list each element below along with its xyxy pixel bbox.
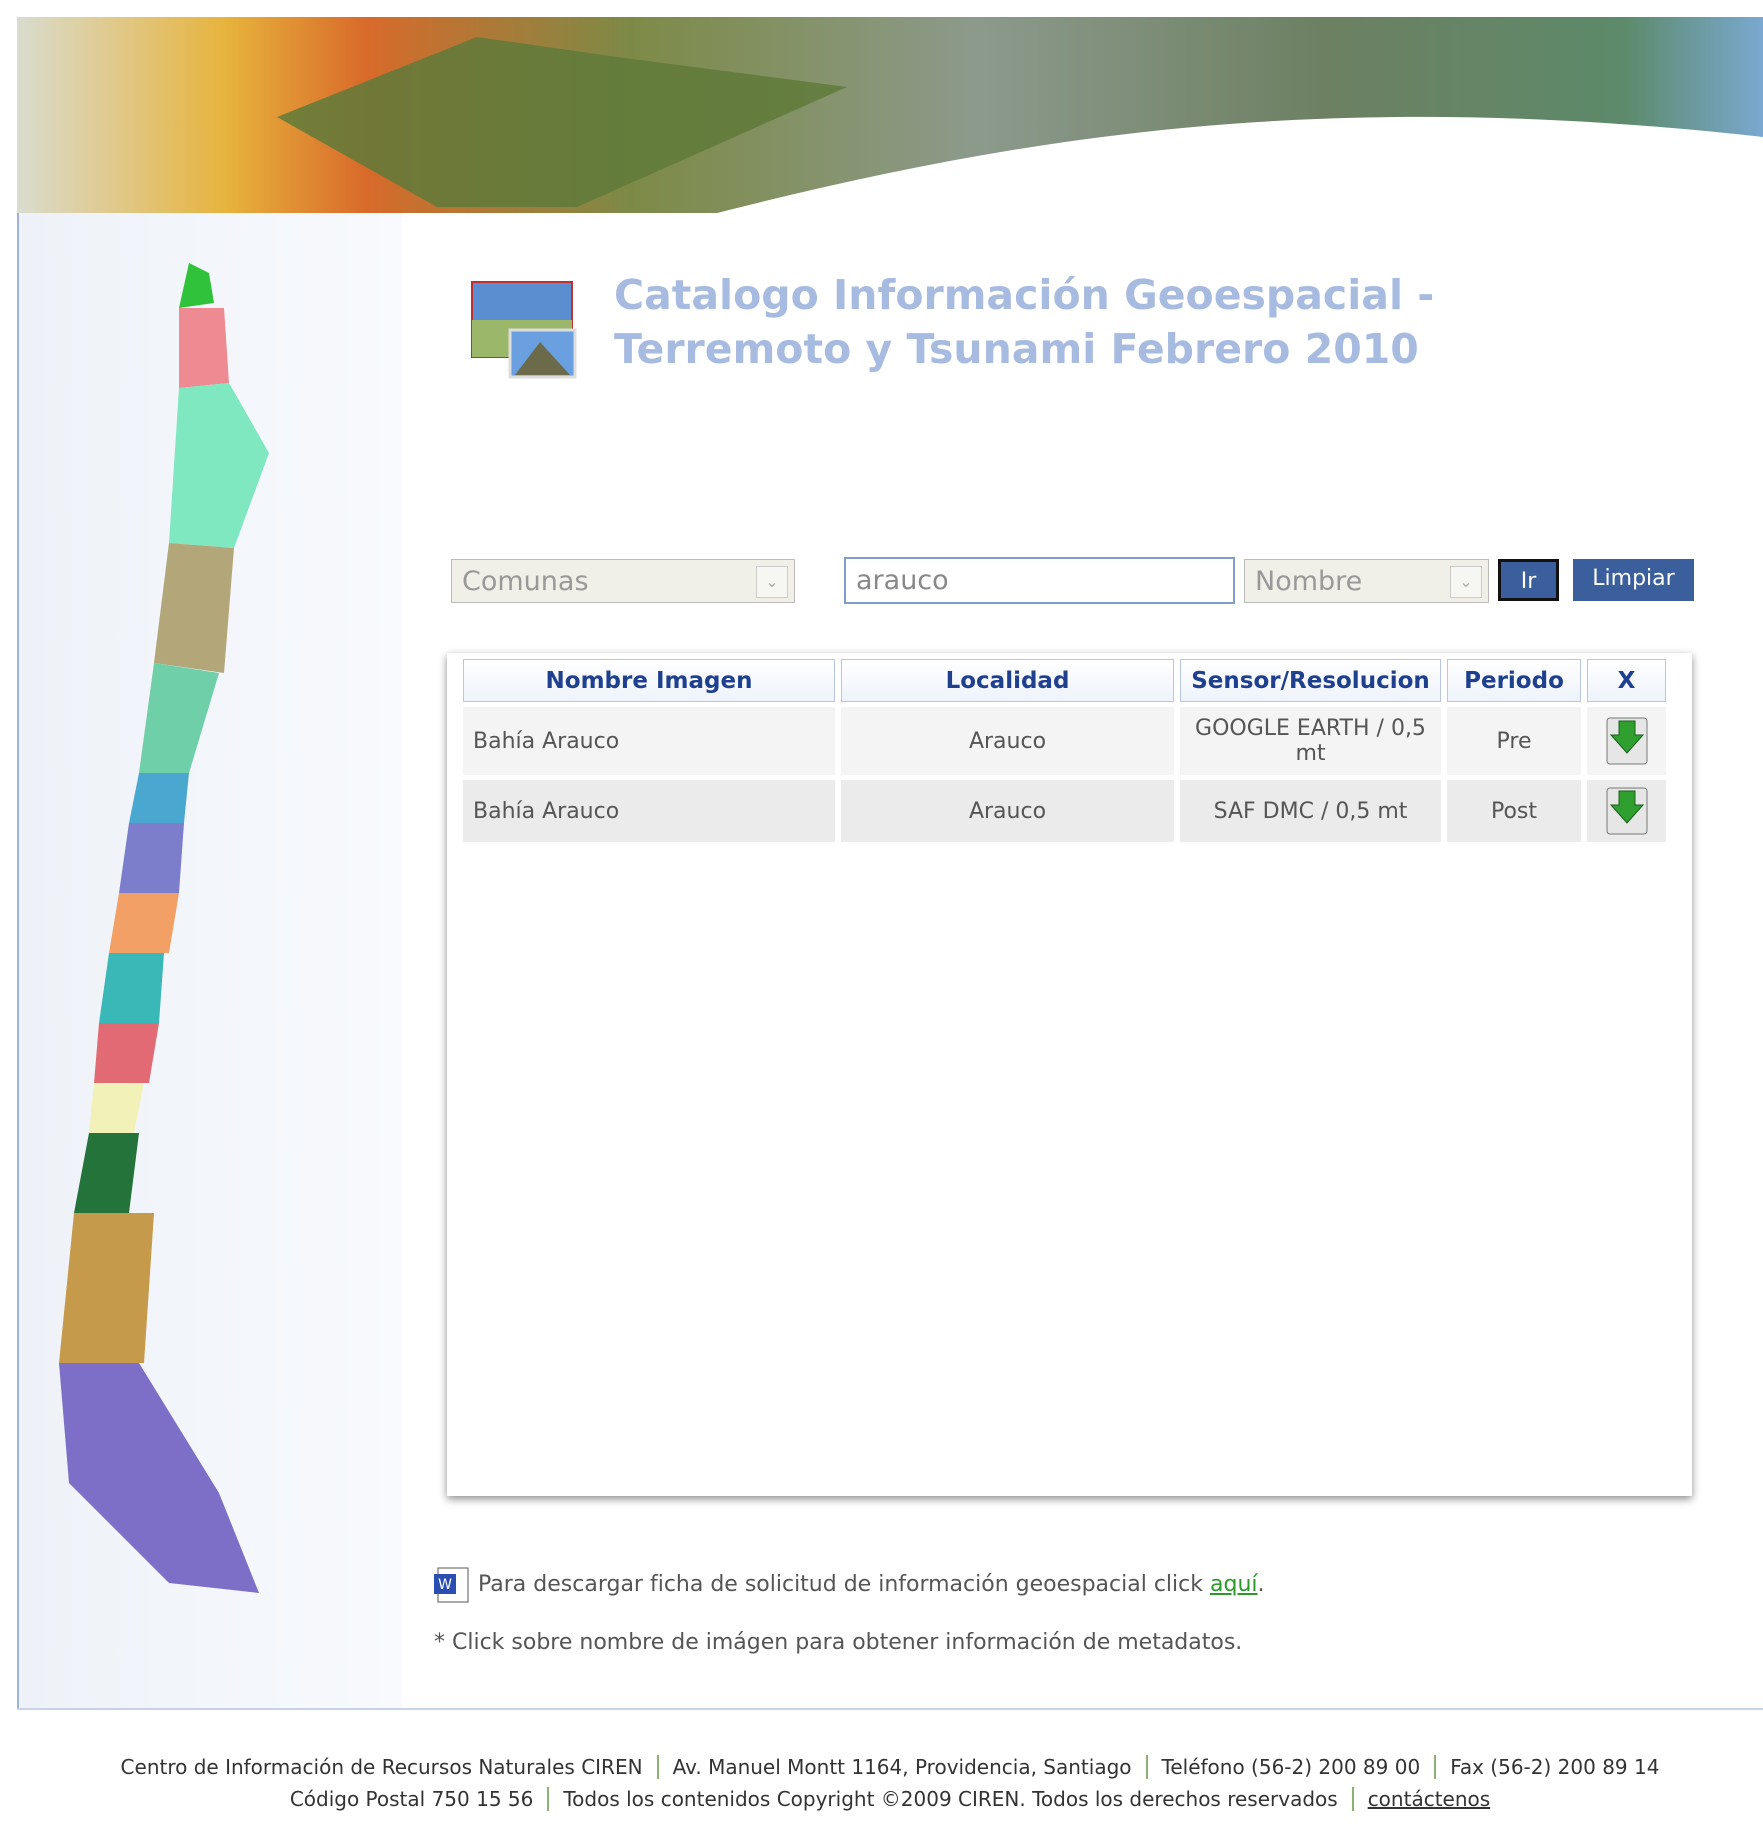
column-header[interactable]: Nombre Imagen: [463, 659, 835, 702]
region-select[interactable]: Comunas⌄: [451, 559, 795, 603]
footer-segment: Fax (56-2) 200 89 14: [1434, 1755, 1673, 1779]
download-end: .: [1258, 1572, 1265, 1597]
search-input[interactable]: arauco: [844, 557, 1235, 604]
contact-segment: contáctenos: [1352, 1787, 1504, 1811]
column-header[interactable]: Localidad: [841, 659, 1174, 702]
page: Catalogo Información Geoespacial - Terre…: [0, 0, 1763, 1828]
contact-link[interactable]: contáctenos: [1368, 1787, 1490, 1811]
footer: Centro de Información de Recursos Natura…: [17, 1708, 1763, 1710]
column-header[interactable]: Sensor/Resolucion: [1180, 659, 1441, 702]
footer-segment: Centro de Información de Recursos Natura…: [107, 1755, 657, 1779]
footer-segment: Av. Manuel Montt 1164, Providencia, Sant…: [657, 1755, 1146, 1779]
download-icon[interactable]: [1606, 717, 1648, 765]
table-cell: Pre: [1447, 707, 1581, 775]
table-cell: Post: [1447, 780, 1581, 842]
clear-button[interactable]: Limpiar: [1573, 559, 1694, 601]
header-banner: [17, 17, 1763, 213]
footer-segment: Todos los contenidos Copyright ©2009 CIR…: [547, 1787, 1351, 1811]
column-header[interactable]: X: [1587, 659, 1666, 702]
download-cell: [1587, 780, 1666, 842]
image-name[interactable]: Bahía Arauco: [463, 780, 835, 842]
field-select[interactable]: Nombre⌄: [1244, 559, 1489, 603]
catalog-icon: [470, 280, 577, 379]
table-cell: Arauco: [841, 707, 1174, 775]
word-icon: W: [432, 1566, 472, 1606]
table-cell: Arauco: [841, 780, 1174, 842]
download-cell: [1587, 707, 1666, 775]
svg-text:W: W: [438, 1577, 452, 1593]
image-name[interactable]: Bahía Arauco: [463, 707, 835, 775]
chile-map: [19, 213, 402, 1633]
footer-line: Centro de Información de Recursos Natura…: [17, 1755, 1763, 1779]
download-note: Para descargar ficha de solicitud de inf…: [478, 1572, 1265, 1597]
download-link[interactable]: aquí: [1210, 1572, 1258, 1597]
footer-segment: Código Postal 750 15 56: [276, 1787, 548, 1811]
table-cell: SAF DMC / 0,5 mt: [1180, 780, 1441, 842]
download-text: Para descargar ficha de solicitud de inf…: [478, 1572, 1203, 1597]
column-header[interactable]: Periodo: [1447, 659, 1581, 702]
side-panel: [17, 213, 402, 1708]
field-select-value: Nombre: [1255, 566, 1362, 597]
metadata-hint: * Click sobre nombre de imágen para obte…: [434, 1630, 1242, 1655]
footer-segment: Teléfono (56-2) 200 89 00: [1146, 1755, 1435, 1779]
page-title: Catalogo Información Geoespacial - Terre…: [614, 268, 1674, 376]
region-select-value: Comunas: [462, 566, 589, 597]
table-cell: GOOGLE EARTH / 0,5 mt: [1180, 707, 1441, 775]
download-icon[interactable]: [1606, 787, 1648, 835]
go-button[interactable]: Ir: [1498, 559, 1559, 601]
